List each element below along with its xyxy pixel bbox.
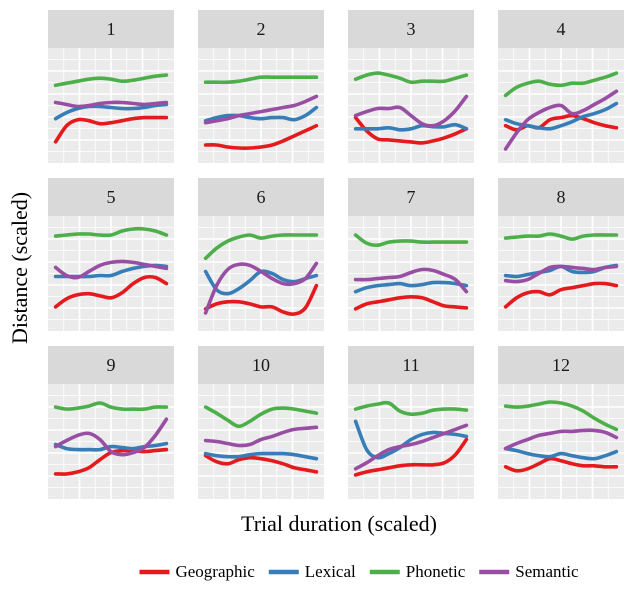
series-line <box>203 94 319 125</box>
series-line <box>53 226 169 238</box>
legend-item: Geographic <box>139 562 255 581</box>
series-line <box>353 423 469 471</box>
series-line <box>203 451 319 461</box>
series-line <box>353 71 469 85</box>
facet-label: 11 <box>402 355 419 375</box>
facet-panel: 6 <box>198 178 324 331</box>
series-line <box>503 456 619 473</box>
panel-grid <box>498 216 624 331</box>
series-line <box>53 274 169 309</box>
facet-panel: 12 <box>498 346 624 499</box>
series-line <box>353 295 469 311</box>
series-line <box>503 400 619 432</box>
facet-panel: 7 <box>348 178 474 331</box>
legend-item: Phonetic <box>369 562 466 581</box>
facet-strip <box>198 10 324 48</box>
legend: Geographic Lexical Phonetic Semantic <box>139 562 579 581</box>
legend-label: Lexical <box>305 562 356 581</box>
facet-label: 12 <box>552 355 570 375</box>
series-line <box>53 401 169 412</box>
facet-panel: 8 <box>498 178 624 331</box>
series-line <box>503 446 619 461</box>
series-line <box>203 283 319 316</box>
facet-strip <box>348 10 474 48</box>
series-line <box>53 73 169 88</box>
series-line <box>353 280 469 294</box>
series-line <box>53 259 169 280</box>
facet-label: 4 <box>557 19 566 39</box>
facet-strip <box>348 178 474 216</box>
series-line <box>203 261 319 315</box>
facet-strip <box>48 346 174 384</box>
legend-item: Lexical <box>268 562 356 581</box>
facet-panel: 9 <box>48 346 174 499</box>
series-line <box>503 428 619 451</box>
legend-label: Geographic <box>175 562 255 581</box>
facet-label: 6 <box>257 187 266 207</box>
facet-strip <box>498 10 624 48</box>
facet-strip <box>198 346 324 384</box>
series-line <box>203 75 319 85</box>
series-line <box>203 453 319 474</box>
legend-label: Semantic <box>515 562 579 581</box>
panel-grid <box>348 48 474 163</box>
facet-label: 3 <box>407 19 416 39</box>
facet-strip <box>498 178 624 216</box>
series-line <box>203 105 319 123</box>
facet-panel: 1 <box>48 10 174 163</box>
series-line <box>503 71 619 98</box>
facet-panel: 10 <box>198 346 324 499</box>
series-line <box>353 233 469 248</box>
facet-strip <box>498 346 624 384</box>
series-line <box>503 281 619 309</box>
series-line <box>203 123 319 150</box>
facet-label: 8 <box>557 187 566 207</box>
series-line <box>203 425 319 448</box>
series-line <box>353 115 469 145</box>
panel-grid <box>48 384 174 499</box>
series-line <box>203 405 319 429</box>
facet-strip <box>348 346 474 384</box>
series-line <box>353 122 469 132</box>
facet-label: 2 <box>257 19 266 39</box>
series-line <box>503 264 619 284</box>
facet-label: 7 <box>407 187 416 207</box>
series-line <box>353 94 469 128</box>
facet-label: 9 <box>107 355 116 375</box>
series-line <box>503 232 619 241</box>
facet-strip <box>48 178 174 216</box>
series-line <box>53 417 169 457</box>
facet-panel: 3 <box>348 10 474 163</box>
facet-panel: 11 <box>348 346 474 499</box>
series-line <box>353 267 469 294</box>
facet-label: 10 <box>252 355 270 375</box>
series-line <box>503 89 619 151</box>
x-axis-title: Trial duration (scaled) <box>241 511 437 536</box>
facet-strip <box>198 178 324 216</box>
legend-label: Phonetic <box>406 562 466 581</box>
facet-label: 1 <box>107 19 116 39</box>
series-line <box>53 115 169 144</box>
facet-panel: 5 <box>48 178 174 331</box>
facet-strip <box>48 10 174 48</box>
legend-item: Semantic <box>479 562 579 581</box>
y-axis-title: Distance (scaled) <box>7 192 32 344</box>
series-line <box>353 400 469 417</box>
series-line <box>53 102 169 121</box>
facet-panel: 2 <box>198 10 324 163</box>
series-line <box>203 233 319 261</box>
series-line <box>353 437 469 477</box>
facet-panel: 4 <box>498 10 624 163</box>
facet-label: 5 <box>107 187 116 207</box>
facet-panels: 1 2 3 45 6 7 89 10 11 12 <box>48 10 624 499</box>
series-line <box>53 100 169 109</box>
